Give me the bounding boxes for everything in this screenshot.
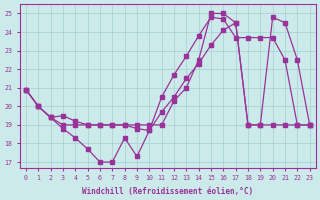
X-axis label: Windchill (Refroidissement éolien,°C): Windchill (Refroidissement éolien,°C)	[82, 187, 253, 196]
